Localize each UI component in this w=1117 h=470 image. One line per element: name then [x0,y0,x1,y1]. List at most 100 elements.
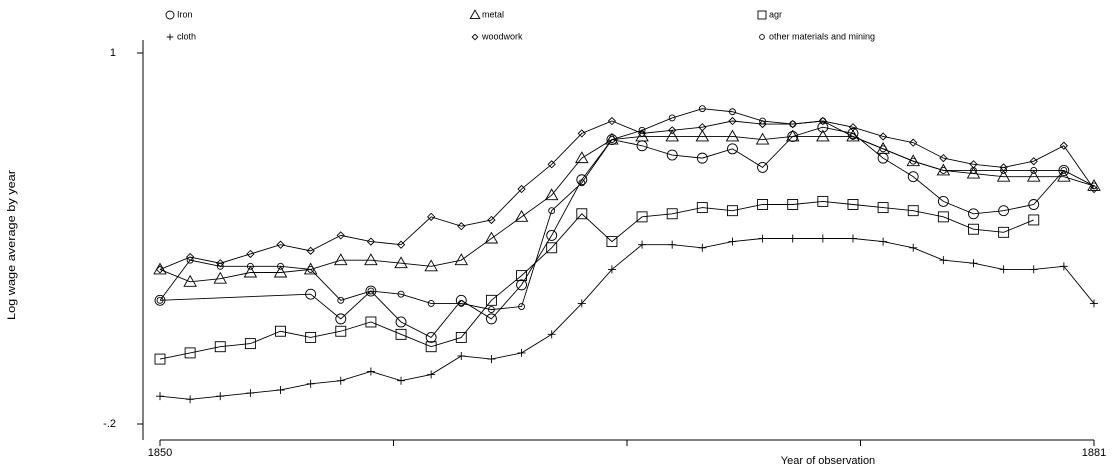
marker [154,353,166,365]
marker [847,127,859,139]
marker [757,199,769,210]
marker [998,226,1010,238]
marker [365,316,377,328]
marker [937,195,949,207]
marker [364,253,378,266]
marker [909,157,917,165]
marker [819,117,827,125]
marker [455,294,467,306]
marker [575,151,589,164]
marker [818,234,827,243]
marker [155,265,165,274]
legend-symbol [469,9,481,20]
marker [816,129,830,142]
marker [454,253,469,266]
marker [366,237,376,246]
marker [485,294,497,306]
marker [1028,199,1040,210]
marker [665,129,679,142]
series-line [159,126,1065,338]
marker [1028,214,1040,226]
marker [1090,182,1098,190]
marker [966,166,981,179]
series-line [159,238,1095,400]
x-tick-label: 1850 [148,447,172,459]
marker [638,240,647,249]
marker [788,119,797,129]
marker [635,129,649,142]
marker [1029,265,1038,274]
marker [333,253,348,266]
marker [213,271,228,284]
marker [668,126,677,135]
marker [817,121,829,133]
marker [367,287,375,295]
marker [516,279,527,291]
marker [275,325,286,337]
x-axis-label: Year of observation [781,455,875,467]
y-tick-label: -.2 [103,418,116,430]
marker [578,179,586,187]
marker [1057,169,1071,182]
legend-label: cloth [177,31,196,41]
marker [427,212,436,221]
marker [1029,157,1038,166]
series-line [159,120,1095,270]
series-line [159,200,1034,360]
marker [789,120,797,128]
marker [577,129,586,138]
marker [544,188,559,201]
marker [1060,167,1068,174]
marker [785,129,800,142]
marker [636,211,648,223]
marker [396,240,406,249]
marker [696,202,708,214]
marker [968,223,979,235]
marker [759,117,767,125]
marker [184,347,196,359]
marker [725,129,740,142]
marker [186,256,194,264]
marker [607,116,617,126]
marker [335,313,347,325]
marker [668,240,677,249]
marker [548,207,556,215]
marker [606,134,618,146]
marker [244,338,256,350]
y-tick-label: 1 [110,47,116,59]
marker [365,285,377,297]
marker [727,143,738,155]
marker [817,195,829,207]
marker [848,234,857,243]
marker [156,392,164,401]
marker [698,105,706,113]
marker [969,259,978,268]
marker [847,199,859,210]
series-line [159,136,1095,283]
marker [608,136,616,144]
marker [758,234,767,243]
marker [246,249,255,259]
marker [546,229,558,241]
marker [546,242,558,254]
legend-label: agr [769,9,782,19]
marker [939,167,947,174]
legend-symbol [471,33,479,41]
marker [394,256,408,269]
marker [727,205,738,217]
marker [216,262,224,270]
marker [729,108,736,116]
marker [577,299,586,308]
marker [305,331,317,343]
marker [457,299,465,307]
marker [336,231,345,240]
marker [606,236,618,248]
marker [909,243,918,252]
marker [1059,262,1068,271]
marker [395,316,407,328]
marker [487,306,495,314]
marker [909,138,918,147]
marker [518,303,525,310]
marker [698,243,707,252]
